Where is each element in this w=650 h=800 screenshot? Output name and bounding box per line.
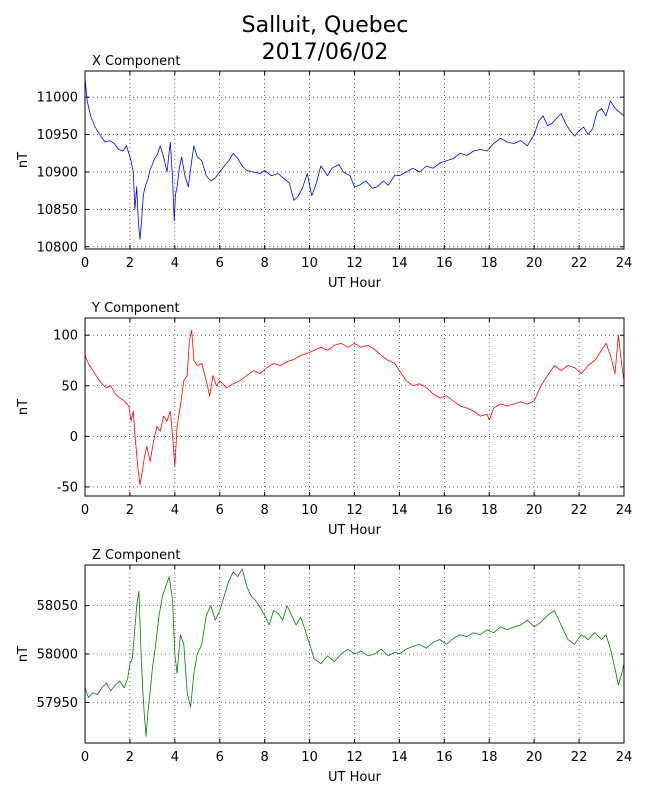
y-component-ytick-label: 0 <box>70 430 78 445</box>
x-component-xtick-label: 12 <box>346 256 363 271</box>
y-component-xtick-label: 10 <box>301 503 318 518</box>
z-component-xtick-label: 0 <box>81 750 89 765</box>
y-component-xtick-label: 16 <box>436 503 453 518</box>
x-component-xtick-label: 14 <box>391 256 408 271</box>
z-component-ytick-label: 58000 <box>37 648 78 663</box>
x-component-xtick-label: 22 <box>571 256 588 271</box>
y-component-xtick-label: 8 <box>261 503 269 518</box>
y-component-xtick-label: 6 <box>216 503 224 518</box>
y-component-xtick-label: 18 <box>481 503 498 518</box>
z-component-xtick-label: 22 <box>571 750 588 765</box>
x-component-ytick-label: 10800 <box>37 240 78 255</box>
chart-title-line-1: Salluit, Quebec <box>241 13 409 38</box>
x-component-ytick-label: 10850 <box>37 203 78 218</box>
y-component-ytick-label: 100 <box>53 329 78 344</box>
z-component-series-line <box>84 568 625 737</box>
x-component-ylabel: nT <box>16 152 31 168</box>
z-component-xtick-label: 10 <box>301 750 318 765</box>
x-component-xtick-label: 6 <box>216 256 224 271</box>
z-component-xtick-label: 4 <box>171 750 179 765</box>
x-component-xlabel: UT Hour <box>328 276 382 291</box>
x-component-ytick-label: 11000 <box>37 91 78 106</box>
z-component-title: Z Component <box>92 548 181 563</box>
x-component-title: X Component <box>92 54 181 69</box>
y-component-xtick-label: 4 <box>171 503 179 518</box>
z-component-xtick-label: 2 <box>126 750 134 765</box>
z-component-xtick-label: 8 <box>261 750 269 765</box>
y-component-xlabel: UT Hour <box>328 523 382 538</box>
z-component-xlabel: UT Hour <box>328 770 382 785</box>
z-component-xtick-label: 6 <box>216 750 224 765</box>
x-component-xtick-label: 8 <box>261 256 269 271</box>
x-component-ytick-label: 10950 <box>37 128 78 143</box>
x-component-panel: 0 2 4 6 8 10 12 14 16 18 20 22 241080010850109001095… <box>16 54 632 291</box>
z-component-xtick-label: 20 <box>526 750 543 765</box>
x-component-xtick-label: 10 <box>301 256 318 271</box>
z-component-xtick-label: 24 <box>616 750 633 765</box>
page-title: Salluit, Quebec 2017/06/02 <box>0 12 650 66</box>
y-component-xtick-label: 20 <box>526 503 543 518</box>
x-component-ytick-label: 10900 <box>37 165 78 180</box>
z-component-xtick-label: 12 <box>346 750 363 765</box>
y-component-xtick-label: 0 <box>81 503 89 518</box>
z-component-xtick-label: 16 <box>436 750 453 765</box>
x-component-xtick-label: 18 <box>481 256 498 271</box>
chart-title-line-2: 2017/06/02 <box>261 40 389 65</box>
y-component-xtick-label: 12 <box>346 503 363 518</box>
z-component-ytick-label: 58050 <box>37 599 78 614</box>
y-component-xtick-label: 2 <box>126 503 134 518</box>
z-component-xtick-label: 18 <box>481 750 498 765</box>
y-component-xtick-label: 24 <box>616 503 633 518</box>
y-component-title: Y Component <box>91 301 180 316</box>
x-component-xtick-label: 20 <box>526 256 543 271</box>
x-component-xtick-label: 0 <box>81 256 89 271</box>
z-component-ylabel: nT <box>16 646 31 662</box>
y-component-xtick-label: 22 <box>571 503 588 518</box>
x-component-series-line <box>84 78 625 240</box>
y-component-xtick-label: 14 <box>391 503 408 518</box>
x-component-xtick-label: 16 <box>436 256 453 271</box>
z-component-ytick-label: 57950 <box>37 696 78 711</box>
y-component-ylabel: nT <box>16 399 31 415</box>
x-component-xtick-label: 4 <box>171 256 179 271</box>
y-component-series-line <box>84 329 625 486</box>
x-component-xtick-label: 2 <box>126 256 134 271</box>
y-component-ytick-label: 50 <box>61 379 78 394</box>
y-component-ytick-label: -50 <box>57 480 78 495</box>
z-component-xtick-label: 14 <box>391 750 408 765</box>
x-component-xtick-label: 24 <box>616 256 633 271</box>
